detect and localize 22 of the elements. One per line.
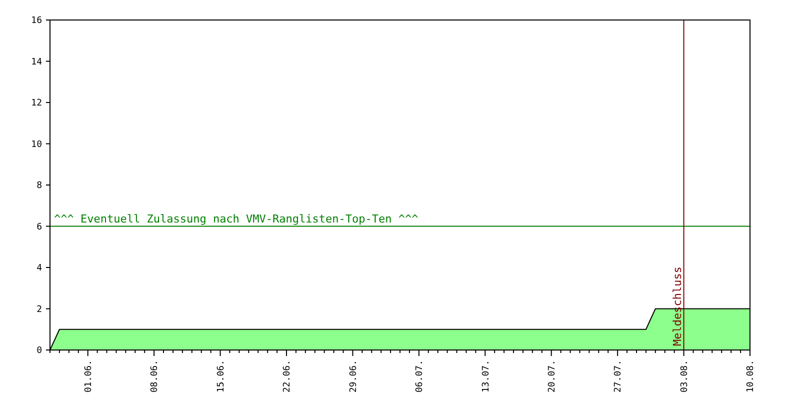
x-tick-label: 03.08. bbox=[680, 360, 690, 393]
x-tick-label: 08.06. bbox=[150, 360, 160, 393]
x-tick-label: 27.07. bbox=[614, 360, 624, 393]
x-tick-label: 29.06. bbox=[348, 360, 359, 393]
y-tick-label: 0 bbox=[36, 346, 42, 356]
ref-line-label: ^^^ Eventuell Zulassung nach VMV-Ranglisten-Top-Ten ^^^ bbox=[54, 212, 419, 226]
x-tick-label: 06.07. bbox=[415, 360, 426, 393]
x-tick-label: 20.07. bbox=[548, 360, 558, 393]
y-tick-label: 8 bbox=[36, 181, 42, 192]
y-tick-label: 12 bbox=[31, 98, 42, 109]
y-tick-label: 16 bbox=[31, 16, 42, 26]
ref-line-label: Meldeschluss bbox=[670, 266, 684, 346]
y-tick-label: 10 bbox=[31, 140, 42, 150]
y-tick-label: 6 bbox=[36, 222, 42, 232]
x-tick-label: 22.06. bbox=[282, 360, 293, 393]
x-tick-label: 01.06. bbox=[84, 360, 94, 393]
x-tick-label: 15.06. bbox=[216, 360, 226, 393]
y-tick-label: 2 bbox=[36, 304, 42, 315]
x-tick-label: 13.07. bbox=[481, 360, 492, 393]
x-tick-label: 10.08. bbox=[746, 360, 756, 393]
y-tick-label: 4 bbox=[36, 264, 42, 274]
y-tick-label: 14 bbox=[31, 57, 42, 68]
